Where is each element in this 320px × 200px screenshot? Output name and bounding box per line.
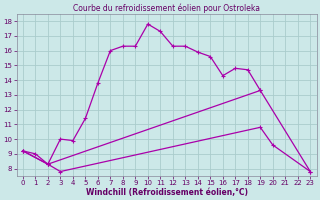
X-axis label: Windchill (Refroidissement éolien,°C): Windchill (Refroidissement éolien,°C) bbox=[85, 188, 248, 197]
Title: Courbe du refroidissement éolien pour Ostroleka: Courbe du refroidissement éolien pour Os… bbox=[73, 3, 260, 13]
